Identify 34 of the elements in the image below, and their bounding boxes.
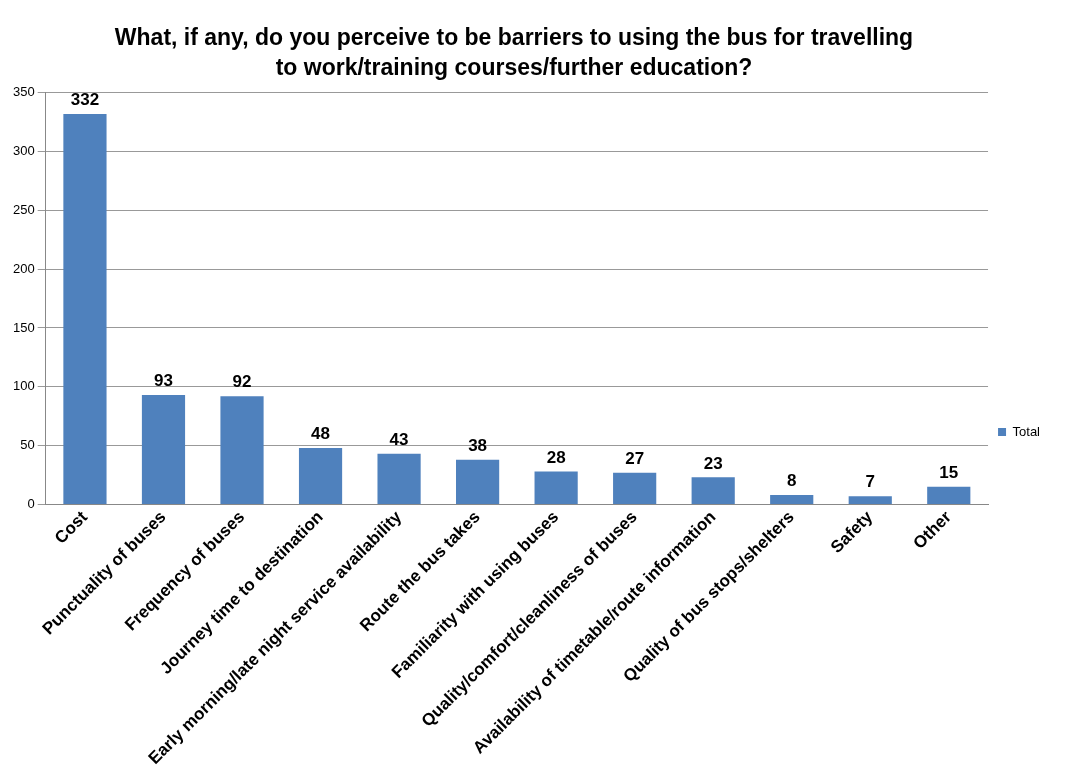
data-label: 38 xyxy=(468,435,488,455)
y-tick-label: 150 xyxy=(12,319,35,335)
legend-label: Total xyxy=(1012,423,1041,439)
bar xyxy=(298,447,343,504)
bar xyxy=(456,459,500,504)
data-label: 15 xyxy=(939,462,959,482)
chart-title: What, if any, do you perceive to be barriers to using the bus for travelling to work/training courses/further education? xyxy=(113,23,915,82)
y-tick-label: 200 xyxy=(12,260,35,276)
bar xyxy=(613,472,657,504)
bar xyxy=(220,396,264,504)
data-label: 43 xyxy=(389,430,409,450)
bar xyxy=(63,113,107,504)
y-tick-label: 100 xyxy=(12,378,35,394)
y-tick-label: 50 xyxy=(20,437,35,453)
data-label: 92 xyxy=(232,372,252,392)
bar xyxy=(534,471,578,504)
bar xyxy=(848,496,892,504)
y-tick-label: 350 xyxy=(12,84,35,100)
y-tick-label: 300 xyxy=(12,143,35,159)
data-label: 332 xyxy=(70,90,100,110)
data-label: 48 xyxy=(311,424,330,444)
bar xyxy=(377,453,421,504)
data-label: 23 xyxy=(703,453,723,473)
data-label: 28 xyxy=(546,447,566,467)
bar xyxy=(691,477,735,504)
data-label: 8 xyxy=(786,471,797,491)
bar xyxy=(141,395,186,504)
data-label: 27 xyxy=(625,448,645,468)
y-tick-label: 0 xyxy=(27,495,35,511)
y-tick-label: 250 xyxy=(12,201,35,217)
bar xyxy=(770,494,814,504)
data-label: 7 xyxy=(865,472,875,492)
bar xyxy=(927,486,971,504)
data-label: 93 xyxy=(154,371,173,391)
